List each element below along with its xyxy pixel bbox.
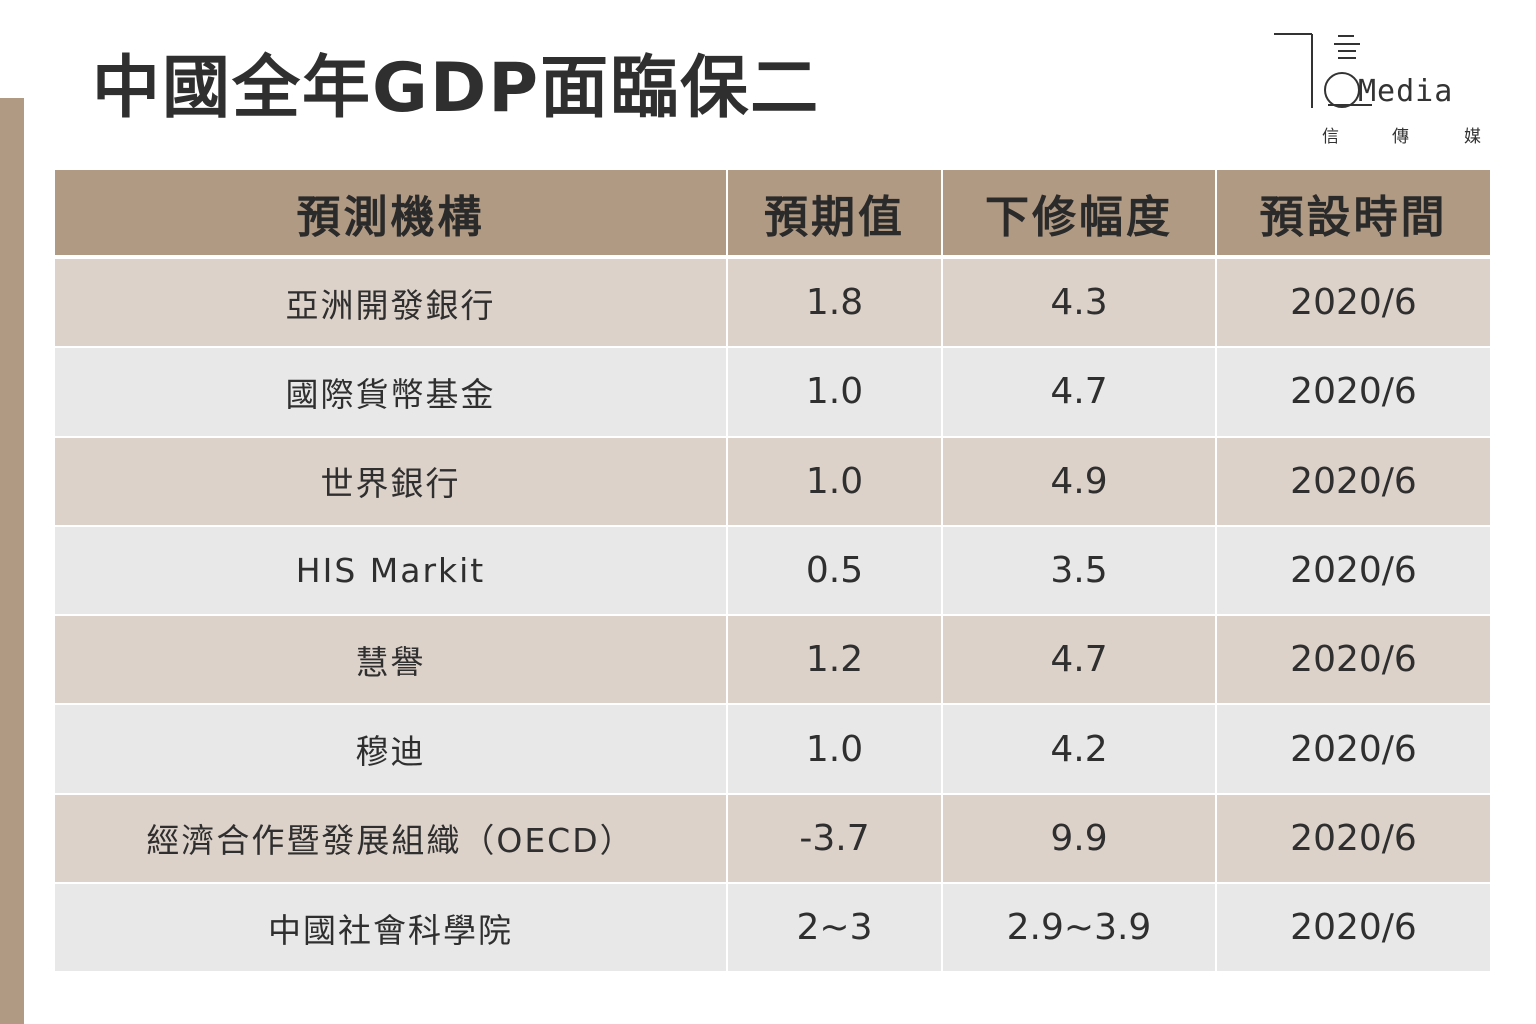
table-row: 穆迪 1.0 4.2 2020/6: [55, 705, 1490, 795]
cell-revision: 4.7: [943, 348, 1217, 438]
logo-sub-char-3: 媒: [1464, 127, 1481, 147]
page-title: 中國全年GDP面臨保二: [92, 49, 821, 128]
cell-forecast-time: 2020/6: [1217, 259, 1490, 349]
cell-institution: 穆迪: [55, 705, 728, 795]
cell-revision: 4.7: [943, 616, 1217, 706]
cell-forecast-time: 2020/6: [1217, 794, 1490, 885]
cell-institution: 慧譽: [55, 616, 728, 706]
cell-revision: 4.3: [943, 259, 1217, 349]
table-row: 慧譽 1.2 4.7 2020/6: [55, 616, 1490, 706]
table-row: 世界銀行 1.0 4.9 2020/6: [55, 437, 1490, 527]
logo-word: Media: [1358, 74, 1454, 109]
cell-institution: 經濟合作暨發展組織（OECD）: [55, 794, 728, 885]
cell-expected-value: 2~3: [728, 884, 943, 974]
header-revision: 下修幅度: [943, 170, 1217, 255]
media-logo: Media 信 傳 媒: [1272, 30, 1492, 150]
cell-expected-value: 1.8: [728, 259, 943, 349]
header-forecast-time: 預設時間: [1217, 170, 1490, 255]
accent-side-bar: [0, 98, 24, 1024]
cell-expected-value: 1.2: [728, 616, 943, 706]
cell-expected-value: 0.5: [728, 526, 943, 617]
logo-sub-char-2: 傳: [1392, 127, 1409, 147]
table-row: 國際貨幣基金 1.0 4.7 2020/6: [55, 348, 1490, 438]
cell-institution: 中國社會科學院: [55, 884, 728, 974]
cell-revision: 4.9: [943, 437, 1217, 527]
cell-institution: HIS Markit: [55, 526, 728, 617]
forecast-table: 預測機構 預期值 下修幅度 預設時間 亞洲開發銀行 1.8 4.3 2020/6…: [55, 170, 1490, 974]
cell-revision: 9.9: [943, 794, 1217, 885]
table-row: 中國社會科學院 2~3 2.9~3.9 2020/6: [55, 884, 1490, 974]
table-row: 經濟合作暨發展組織（OECD） -3.7 9.9 2020/6: [55, 794, 1490, 885]
table-row: HIS Markit 0.5 3.5 2020/6: [55, 526, 1490, 617]
header-expected-value: 預期值: [728, 170, 943, 255]
cell-forecast-time: 2020/6: [1217, 437, 1490, 527]
cell-expected-value: 1.0: [728, 705, 943, 795]
cell-forecast-time: 2020/6: [1217, 526, 1490, 617]
cell-expected-value: 1.0: [728, 437, 943, 527]
cell-institution: 國際貨幣基金: [55, 348, 728, 438]
cell-revision: 4.2: [943, 705, 1217, 795]
cell-forecast-time: 2020/6: [1217, 705, 1490, 795]
header-institution: 預測機構: [55, 170, 728, 255]
cell-revision: 3.5: [943, 526, 1217, 617]
logo-sub-char-1: 信: [1322, 127, 1339, 147]
cell-forecast-time: 2020/6: [1217, 348, 1490, 438]
cell-expected-value: -3.7: [728, 794, 943, 885]
cell-forecast-time: 2020/6: [1217, 616, 1490, 706]
cell-forecast-time: 2020/6: [1217, 884, 1490, 974]
table-header-row: 預測機構 預期值 下修幅度 預設時間: [55, 170, 1490, 259]
cell-revision: 2.9~3.9: [943, 884, 1217, 974]
cell-institution: 亞洲開發銀行: [55, 259, 728, 349]
table-row: 亞洲開發銀行 1.8 4.3 2020/6: [55, 259, 1490, 349]
cell-institution: 世界銀行: [55, 437, 728, 527]
logo-mark-icon: [1274, 33, 1372, 108]
cell-expected-value: 1.0: [728, 348, 943, 438]
